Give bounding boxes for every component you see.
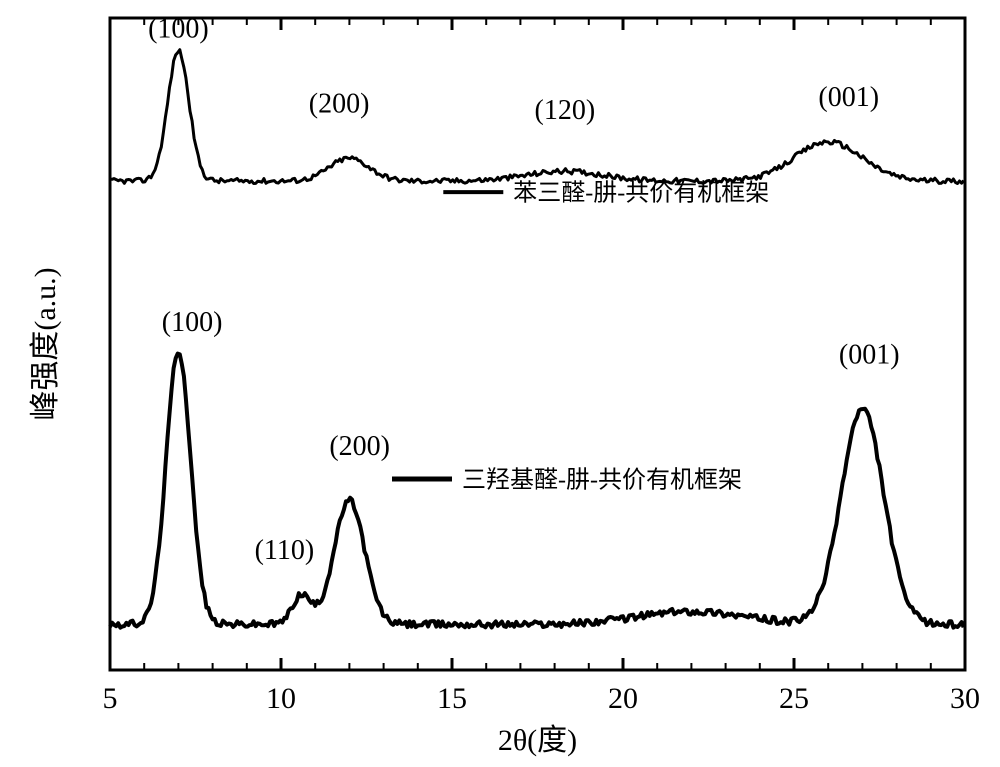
x-axis-label: 2θ(度) [498, 724, 577, 757]
peak-label: (100) [162, 307, 223, 338]
x-tick-label: 10 [266, 682, 296, 715]
peak-label: (200) [329, 431, 390, 462]
peak-label: (001) [818, 82, 879, 113]
peak-label: (120) [535, 95, 596, 126]
x-tick-label: 20 [608, 682, 638, 715]
legend-label: 苯三醛-肼-共价有机框架 [513, 180, 769, 207]
x-tick-label: 30 [950, 682, 980, 715]
x-tick-label: 15 [437, 682, 467, 715]
peak-label: (110) [255, 535, 315, 566]
y-axis-label: 峰强度(a.u.) [29, 267, 62, 420]
peak-label: (200) [309, 89, 370, 120]
legend-label: 三羟基醛-肼-共价有机框架 [462, 466, 742, 493]
chart-svg: 5 10 15 20 25 30 2θ(度) 峰强度(a.u.) (100) (200) (120)… [0, 0, 1000, 767]
xrd-chart: 5 10 15 20 25 30 2θ(度) 峰强度(a.u.) (100) (200) (120)… [0, 0, 1000, 767]
peak-label: (001) [839, 340, 900, 371]
x-tick-label: 5 [103, 682, 118, 715]
x-tick-label: 25 [779, 682, 809, 715]
peak-label: (100) [148, 14, 209, 45]
